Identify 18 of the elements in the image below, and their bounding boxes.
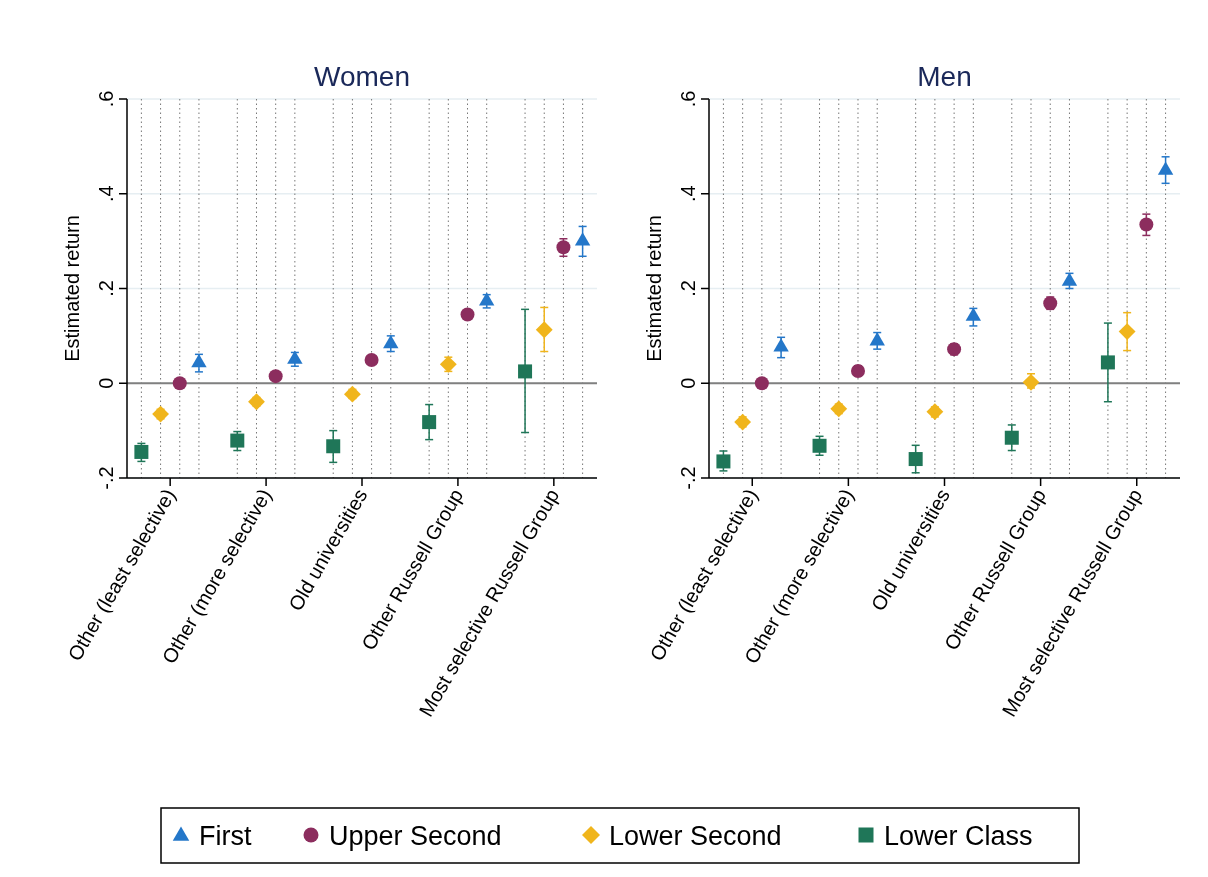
legend-label: Lower Second: [609, 821, 782, 851]
y-tick-label: .2: [677, 280, 699, 297]
y-axis-title: Estimated return: [61, 215, 83, 362]
legend-label: First: [199, 821, 252, 851]
y-tick-label: -.2: [677, 466, 699, 490]
chart-title: Women: [314, 61, 410, 92]
legend-label: Lower Class: [884, 821, 1033, 851]
y-tick-label: 0: [95, 377, 117, 389]
y-tick-label: .6: [677, 90, 699, 108]
y-axis-title: Estimated return: [643, 215, 665, 362]
legend-label: Upper Second: [329, 821, 502, 851]
y-tick-label: 0: [677, 377, 699, 389]
chart-title: Men: [917, 61, 972, 92]
y-tick-label: .2: [95, 280, 117, 297]
y-tick-label: .4: [677, 185, 699, 203]
y-tick-label: .4: [95, 185, 117, 203]
y-tick-label: -.2: [95, 466, 117, 490]
y-tick-label: .6: [95, 90, 117, 108]
